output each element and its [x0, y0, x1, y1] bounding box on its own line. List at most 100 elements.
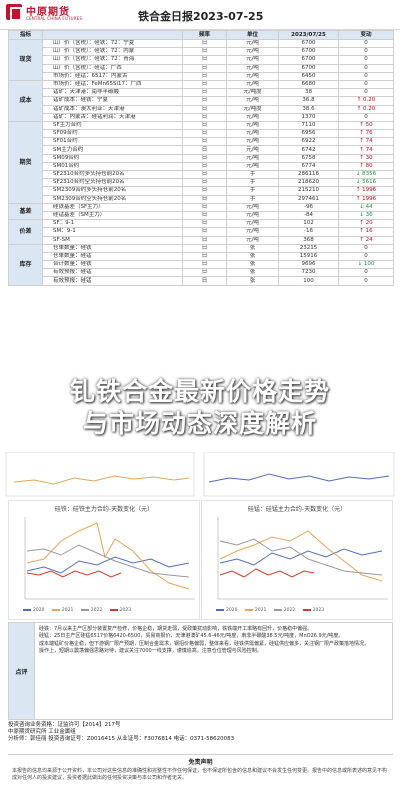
- table-header-row: 指标 频率 单位 2023/07/25 变动: [8, 30, 394, 40]
- row-value: 7230: [278, 268, 339, 278]
- legend-swatch-icon: [51, 608, 60, 611]
- row-category: 期货: [8, 120, 43, 204]
- row-unit: 张: [226, 276, 279, 286]
- row-indicator-name: 锰矿：内蒙古：硅锰利润：天津港: [42, 112, 183, 122]
- sm-series-2022: [219, 538, 383, 576]
- row-unit: 元/吨度: [226, 104, 279, 114]
- row-change: ↑ 24: [338, 235, 394, 245]
- row-unit: 元/吨: [226, 96, 279, 106]
- upper-left-series: [13, 475, 190, 485]
- disclaimer-text: 本报告的信息均来源于公开资料，本公司对这些信息的准确性和完整性不作任何保证，也不…: [12, 768, 388, 781]
- table-row: 价差 SF：9-1 日元/吨 102 ↑ 20: [8, 219, 394, 245]
- row-frequency: 日: [182, 71, 227, 81]
- row-category: 库存: [8, 243, 43, 286]
- row-frequency: 日: [182, 145, 227, 155]
- row-value: 6450: [278, 71, 339, 81]
- arrow-down-icon: ↓: [359, 212, 366, 219]
- row-unit: 元/吨: [226, 79, 279, 90]
- legend-label: 2020: [226, 608, 238, 613]
- row-frequency: 日: [182, 38, 227, 49]
- company-logo-name: 中原期货: [26, 7, 70, 18]
- row-change: ↑ 30: [338, 153, 394, 163]
- row-value: 6700: [278, 63, 339, 73]
- row-indicator-name: SF-SM: [42, 235, 183, 245]
- table-row: 有效预报：硅锰日张 100 0: [9, 276, 394, 286]
- row-value: 6922: [278, 137, 339, 147]
- sm-series-2021: [219, 530, 383, 582]
- row-indicator-name: SF01合约: [42, 137, 183, 147]
- legend-label: 2023: [312, 608, 325, 613]
- row-indicator-name: 锰矿：天津港：南非半碳酸: [42, 88, 183, 98]
- arrow-up-icon: ↑: [359, 130, 366, 137]
- disclaimer-title: 免责声明: [188, 759, 213, 766]
- table-row: SM主力合约日元/吨 6742 ↑ 74: [9, 145, 394, 155]
- row-unit: 元/吨: [226, 153, 279, 163]
- row-unit: 元/吨: [226, 235, 279, 245]
- row-value: 218620: [278, 178, 339, 188]
- legend-item-2023: 2023: [109, 608, 131, 613]
- legend-item-2023: 2023: [302, 608, 325, 613]
- row-value: 100: [278, 276, 339, 286]
- comment-label: 点评: [9, 623, 35, 719]
- sm-seasonal-chart: 硅锰：硅锰主力合约-天数变化（元） 2020 2021 2022 2023: [201, 500, 393, 620]
- row-change: ↑ 20: [338, 219, 394, 229]
- table-row: SM：9-1 日元/吨 -16 ↑ 16: [9, 227, 394, 237]
- row-frequency: 日: [182, 268, 227, 278]
- row-frequency: 日: [182, 219, 227, 229]
- row-change-value: 100: [363, 261, 375, 268]
- table-row: 山厂价（含税）：硅铁：72：青海日元/吨 6700 0: [9, 55, 394, 65]
- row-indicator-name: SF2310合约多头持仓前20名: [42, 169, 183, 180]
- row-change: ↑ 0.20: [338, 104, 394, 114]
- header-cell-date: 2023/07/25: [278, 30, 339, 40]
- arrow-up-icon: ↑: [355, 187, 363, 194]
- row-category: 基差: [8, 202, 43, 221]
- upper-left-chart-frame: [5, 452, 195, 497]
- table-row: 成本 市场价：硅锰：FeMn65Si17：广西日元/吨 6680 0: [8, 79, 394, 122]
- row-frequency: 日: [182, 120, 227, 131]
- row-frequency: 日: [182, 79, 227, 90]
- footer-license: 投资咨询业务资格：证监许可【2014】217号: [8, 722, 121, 728]
- row-frequency: 日: [182, 260, 227, 270]
- row-value: 6742: [278, 145, 339, 155]
- table-row: 锰矿：天津港：南非半碳酸日元/吨度 38 0: [9, 88, 394, 98]
- arrow-down-icon: ↓: [359, 203, 366, 210]
- legend-item-2022: 2022: [80, 608, 102, 613]
- row-change-value: 0.20: [363, 97, 376, 104]
- header-cell-frequency: 频率: [182, 30, 227, 40]
- row-unit: 元/吨: [226, 47, 279, 57]
- legend-swatch-icon: [302, 608, 311, 611]
- row-value: 286116: [278, 169, 339, 180]
- row-indicator-name: 硅锰基差（SM主力）: [42, 210, 183, 221]
- row-value: 15916: [278, 251, 339, 262]
- row-change: ↑ 76: [338, 129, 394, 139]
- table-row: SM2309合约空头持仓前20名日手 297461 ↑ 1996: [9, 194, 394, 204]
- row-change: 0: [338, 112, 394, 122]
- row-frequency: 日: [182, 112, 227, 122]
- row-unit: 元/吨: [226, 71, 279, 81]
- row-indicator-name: 仓单数量：硅铁: [42, 243, 183, 253]
- row-change: ↑ 80: [338, 161, 394, 172]
- row-frequency: 日: [182, 129, 227, 139]
- row-value: 6700: [278, 47, 339, 57]
- row-change: ↑ 74: [338, 137, 394, 147]
- row-frequency: 日: [182, 243, 227, 253]
- headline-line-1: 钆铁合金最新价格走势: [69, 377, 330, 406]
- arrow-up-icon: ↑: [359, 228, 366, 235]
- sf-chart-title: 硅铁：硅铁主力合约-天数变化（元）: [54, 506, 154, 513]
- row-unit: 元/吨: [226, 145, 279, 155]
- row-indicator-name: SM：9-1: [42, 227, 183, 237]
- company-logo-icon: [6, 4, 22, 21]
- row-indicator-name: 山厂价（含税）：硅锰：广西: [42, 63, 183, 73]
- arrow-up-icon: ↑: [359, 236, 366, 243]
- row-frequency: 日: [182, 210, 227, 221]
- table-row: SF09合约日元/吨 6956 ↑ 76: [9, 129, 394, 139]
- row-change: 0: [338, 243, 394, 253]
- comment-box: 点评 硅铁：7月以来主产区部分装置复产检修，价格企稳，期货走弱，受政策扰动影响，…: [8, 622, 393, 720]
- upper-chart-strip: [4, 452, 396, 498]
- row-change: 0: [338, 251, 394, 262]
- row-value: 297461: [278, 194, 339, 204]
- row-value: 7110: [278, 120, 339, 131]
- row-indicator-name: 仓单数量：硅锰: [42, 251, 183, 262]
- row-change-value: 0: [364, 48, 368, 55]
- row-indicator-name: 市场价：硅锰：FeMn65Si17：广西: [42, 79, 183, 90]
